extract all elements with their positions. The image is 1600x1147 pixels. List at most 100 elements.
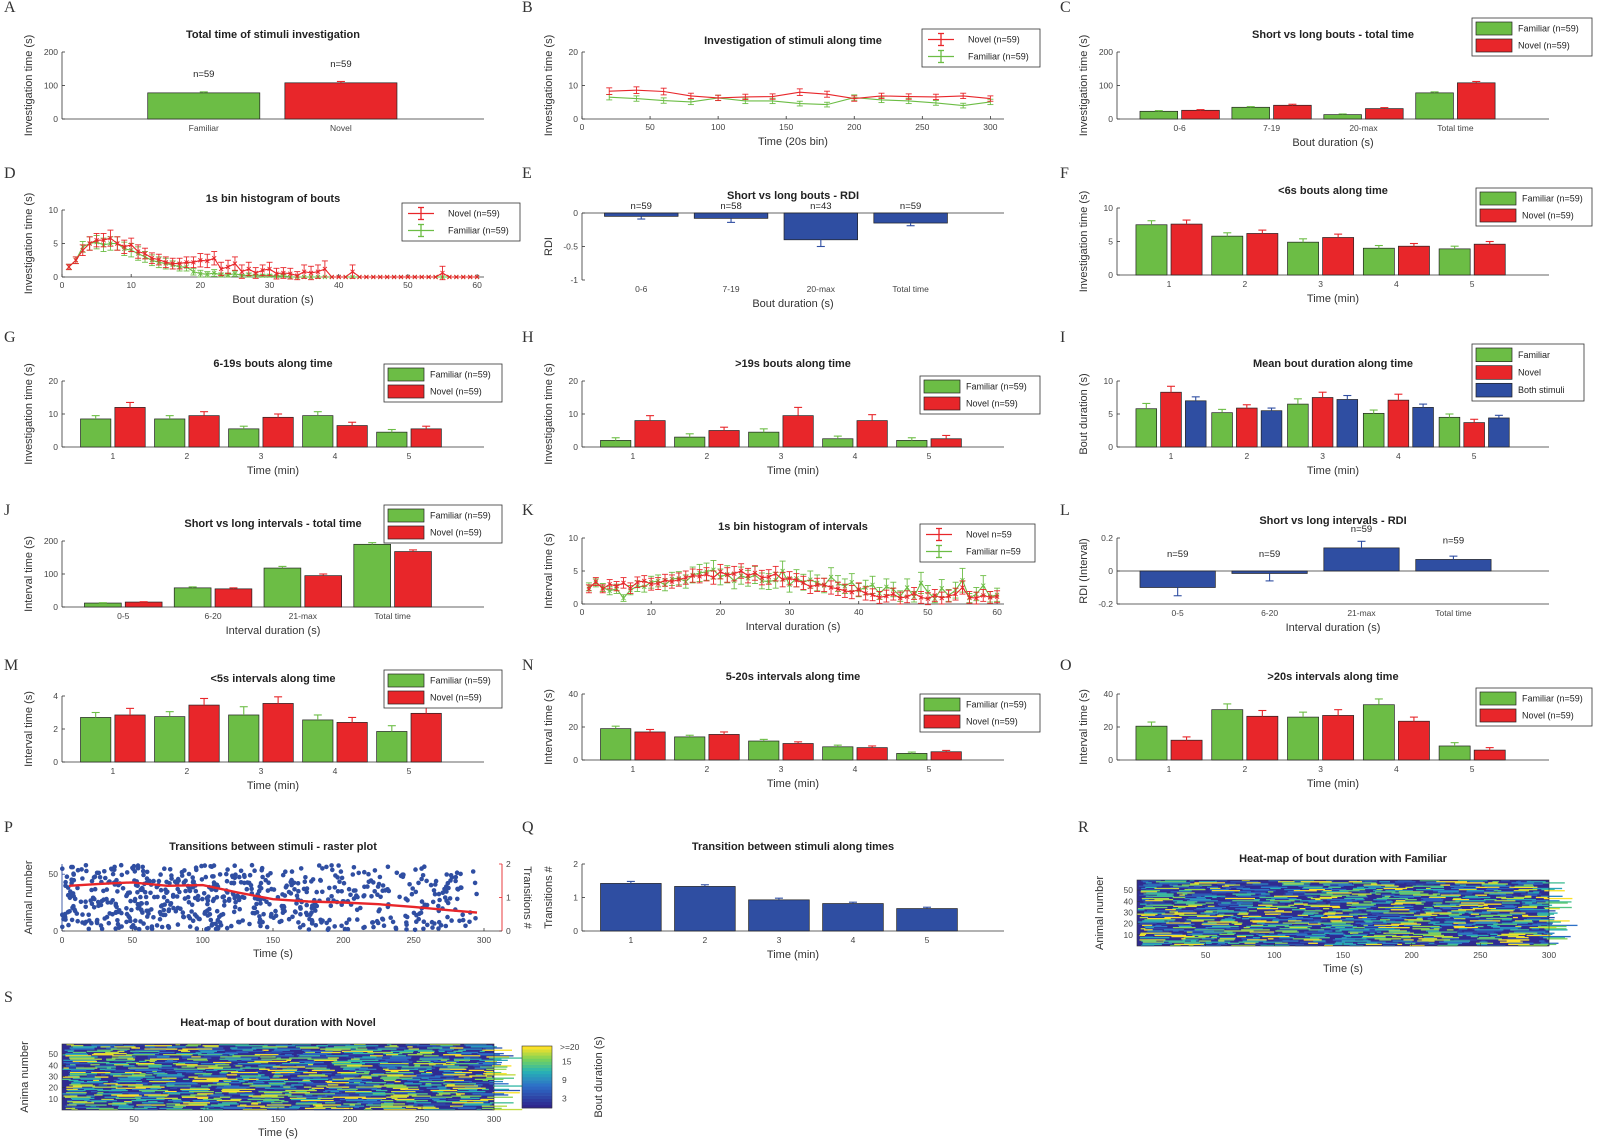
heatmap-cell (1413, 933, 1442, 936)
heatmap-cell (1311, 933, 1326, 936)
heatmap-cell (72, 1077, 101, 1079)
heatmap-cell (124, 1101, 132, 1103)
raster-point (109, 867, 115, 872)
x-axis-label: Time (min) (247, 780, 299, 792)
data-marker (648, 581, 654, 587)
y-tick-label: 0 (1108, 566, 1113, 576)
heatmap-cell (1470, 935, 1478, 938)
heatmap-cell (1429, 895, 1460, 897)
heatmap-cell (1342, 910, 1353, 912)
heatmap-cell (1335, 941, 1345, 943)
raster-point (135, 883, 140, 888)
legend-swatch (923, 396, 961, 411)
raster-point (362, 924, 367, 930)
heatmap-cell (106, 1059, 135, 1061)
heatmap-cell (340, 1066, 361, 1068)
heatmap-cell (1476, 942, 1494, 944)
heatmap-cell (1206, 913, 1216, 915)
bar (1323, 547, 1400, 572)
heatmap-cell (1280, 915, 1293, 918)
heatmap-cell (299, 1060, 315, 1063)
heatmap-cell (1139, 939, 1166, 941)
heatmap-cell (1453, 925, 1465, 928)
raster-point (128, 918, 133, 924)
heatmap-cell (65, 1107, 76, 1110)
heatmap-cell (192, 1079, 219, 1082)
data-marker (315, 269, 321, 274)
heatmap-cell (1398, 891, 1424, 893)
heatmap-cell (1335, 930, 1342, 932)
heatmap-cell (1432, 893, 1441, 895)
legend-label: Familiar (n=59) (1522, 694, 1583, 704)
heatmap-cell (1320, 926, 1331, 929)
raster-point (151, 915, 156, 920)
raster-point (318, 877, 323, 883)
heatmap-cell (1139, 894, 1149, 896)
heatmap-cell (1143, 901, 1165, 903)
legend-label: Novel (n=59) (1522, 211, 1574, 221)
heatmap-cell (1206, 910, 1234, 912)
heatmap-cell (1369, 892, 1377, 894)
raster-point (249, 862, 255, 868)
heatmap-cell (1383, 912, 1414, 914)
heatmap-cell (1500, 915, 1507, 918)
heatmap-cell (242, 1083, 254, 1085)
bar (1415, 92, 1454, 120)
heatmap-cell (1137, 907, 1156, 910)
heatmap-cell (1236, 916, 1241, 919)
raster-point (314, 889, 320, 895)
heatmap-cell (385, 1059, 409, 1061)
heatmap-cell (245, 1066, 251, 1068)
bar (1287, 241, 1319, 276)
heatmap-cell (346, 1065, 373, 1067)
heatmap-cell (1186, 903, 1206, 905)
heatmap-cell (1332, 906, 1341, 909)
bar (1336, 399, 1359, 448)
raster-point (288, 891, 294, 896)
data-marker (260, 267, 265, 273)
heatmap-cell (271, 1071, 295, 1074)
bar (302, 719, 334, 763)
heatmap-cell (273, 1049, 290, 1051)
raster-point (258, 901, 263, 906)
x-tick-label: 5 (1472, 451, 1477, 461)
heatmap-cell (1487, 932, 1497, 934)
heatmap-cell (1172, 921, 1180, 923)
heatmap-cell (1216, 901, 1243, 903)
raster-point (240, 894, 245, 900)
heatmap-cell (264, 1044, 288, 1046)
raster-point (337, 879, 342, 884)
data-marker (440, 270, 445, 276)
raster-point (351, 865, 357, 870)
heatmap-cell (1144, 896, 1154, 899)
heatmap-cell (1513, 890, 1529, 892)
heatmap-cell (1238, 904, 1253, 906)
heatmap-cell (95, 1066, 116, 1068)
legend-swatch (387, 525, 425, 540)
data-marker (953, 591, 958, 597)
heatmap-cell (244, 1092, 253, 1094)
heatmap-cell (1282, 931, 1299, 933)
heatmap-cell (1303, 939, 1322, 941)
data-marker (849, 579, 855, 585)
data-marker (607, 581, 612, 587)
legend-swatch (923, 714, 961, 729)
heatmap-cell (111, 1088, 126, 1091)
heatmap-cell (164, 1090, 177, 1093)
heatmap-cell (1399, 893, 1429, 895)
heatmap-cell (1486, 910, 1514, 912)
heatmap-cell (1356, 886, 1365, 889)
heatmap-cell (1260, 886, 1288, 889)
heatmap-cell (1441, 937, 1460, 939)
heatmap-cell (305, 1051, 315, 1054)
heatmap-cell (325, 1049, 342, 1051)
data-marker (87, 241, 92, 246)
heatmap-cell (233, 1064, 241, 1066)
bar (1135, 224, 1168, 276)
heatmap-cell (1270, 887, 1281, 890)
x-tick-label: 4 (851, 935, 856, 945)
heatmap-cell (487, 1096, 513, 1098)
raster-point (425, 922, 430, 928)
